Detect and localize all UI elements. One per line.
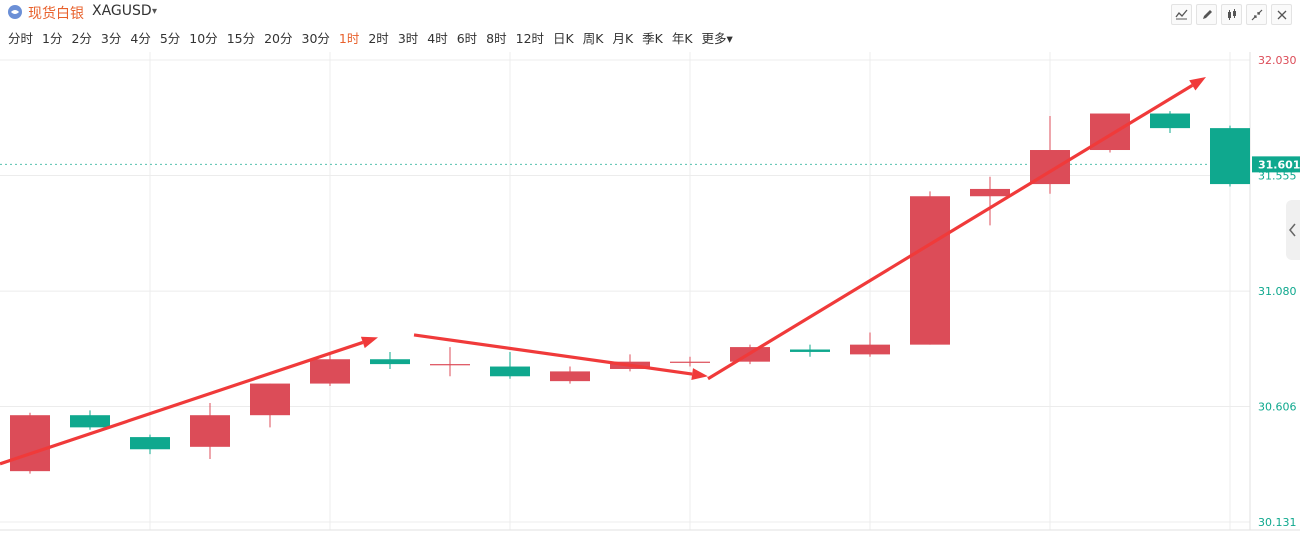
collapse-icon[interactable]: [1246, 4, 1267, 25]
period-tab[interactable]: 更多▾: [701, 31, 733, 46]
period-tab[interactable]: 季K: [642, 31, 663, 46]
candle-icon[interactable]: [1221, 4, 1242, 25]
draw-icon[interactable]: [1196, 4, 1217, 25]
y-tick-label: 31.080: [1258, 285, 1297, 298]
trend-arrow-line: [707, 83, 1194, 381]
y-tick-label: 31.555: [1258, 170, 1297, 183]
candle-up: [970, 188, 1010, 197]
period-tab[interactable]: 2分: [71, 31, 92, 46]
period-tab[interactable]: 年K: [671, 31, 693, 46]
period-tab[interactable]: 4分: [130, 31, 151, 46]
line-chart-icon[interactable]: [1171, 4, 1192, 25]
period-tab[interactable]: 15分: [226, 31, 256, 46]
toolbar: [1171, 4, 1292, 25]
candle-down: [490, 366, 530, 377]
period-tab[interactable]: 3时: [397, 31, 419, 46]
period-tab[interactable]: 2时: [368, 31, 389, 46]
candle-down: [1150, 113, 1190, 129]
candle-down: [790, 349, 830, 352]
candle-down: [130, 437, 170, 450]
period-tab[interactable]: 月K: [612, 31, 634, 46]
trend-arrow-line: [0, 340, 364, 466]
period-tab[interactable]: 日K: [553, 31, 574, 46]
period-tab[interactable]: 30分: [301, 31, 330, 46]
trend-arrow-head: [691, 368, 708, 380]
symbol-name[interactable]: 现货白银: [28, 6, 84, 22]
period-tab[interactable]: 8时: [486, 31, 507, 46]
period-tab[interactable]: 12时: [515, 31, 545, 46]
candle-up: [430, 364, 470, 366]
candle-up: [670, 361, 710, 363]
period-tab[interactable]: 分时: [8, 31, 34, 46]
y-tick-label: 30.606: [1258, 400, 1297, 413]
candle-up: [10, 415, 50, 472]
candle-up: [310, 359, 350, 384]
candle-up: [910, 196, 950, 345]
candle-up: [190, 415, 230, 447]
side-panel-handle[interactable]: [1286, 200, 1300, 260]
symbol-dropdown-icon[interactable]: ▾: [152, 6, 158, 17]
candle-up: [250, 383, 290, 416]
period-tab[interactable]: 5分: [159, 31, 181, 46]
candle-down: [1210, 128, 1250, 185]
period-tab[interactable]: 1分: [42, 31, 63, 46]
current-price-tag: [1252, 156, 1300, 173]
period-tab[interactable]: 1时: [338, 31, 360, 46]
chart-area: 32.030 31.555 31.080 30.606 30.131 31.601: [0, 52, 1300, 550]
candle-down: [70, 415, 110, 428]
period-tab[interactable]: 20分: [264, 31, 293, 46]
period-tab[interactable]: 周K: [582, 31, 604, 46]
trend-arrow-line: [413, 333, 693, 376]
candle-down: [370, 359, 410, 365]
trend-arrow-head: [360, 336, 378, 349]
period-selector: 分时 1分 2分 3分 4分 5分 10分 15分 20分 30分 1时 2时 3时 4时 6时 8时 12时日…: [8, 28, 742, 47]
title-bar: 现货白银 XAGUSD ▾: [0, 0, 1300, 25]
symbol-icon: [8, 5, 22, 19]
current-price-label: 31.601: [1258, 158, 1300, 171]
candlestick-chart: 32.030 31.555 31.080 30.606 30.131 31.601: [0, 52, 1300, 531]
y-tick-label: 32.030: [1258, 54, 1297, 67]
symbol-code[interactable]: XAGUSD: [92, 3, 152, 19]
y-tick-label: 30.131: [1258, 516, 1297, 529]
close-icon[interactable]: [1271, 4, 1292, 25]
period-tab[interactable]: 10分: [189, 31, 218, 46]
period-tab[interactable]: 3分: [100, 31, 122, 46]
period-tab[interactable]: 6时: [456, 31, 478, 46]
candle-up: [550, 371, 590, 382]
trend-arrow-head: [1189, 77, 1206, 91]
period-tab[interactable]: 4时: [427, 31, 448, 46]
candle-up: [850, 344, 890, 355]
